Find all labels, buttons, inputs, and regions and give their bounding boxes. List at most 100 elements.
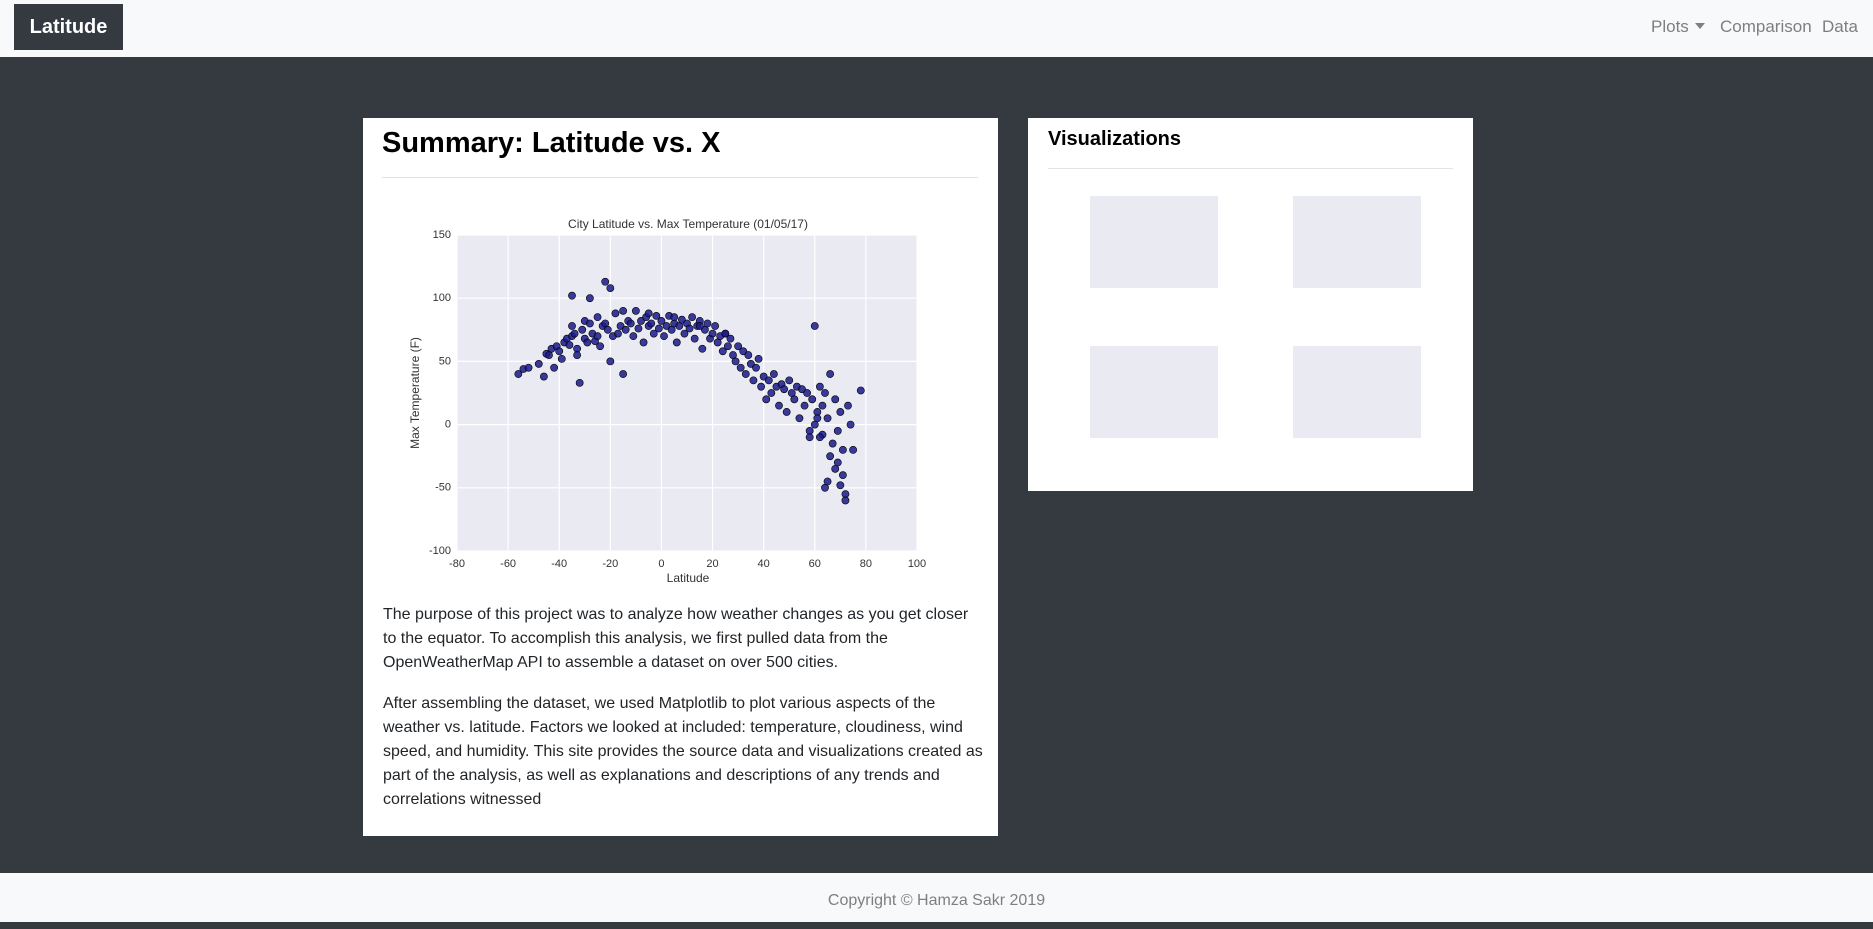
x-tick-label: -20 — [602, 558, 618, 570]
x-tick-label: 100 — [908, 558, 926, 570]
thumbnail[interactable] — [1293, 346, 1421, 438]
point — [565, 341, 574, 349]
point — [838, 445, 847, 454]
summary-title: Summary: Latitude vs. X — [382, 127, 721, 159]
point — [688, 313, 697, 322]
nav-data[interactable]: Data — [1822, 17, 1858, 36]
point — [695, 322, 704, 330]
point — [726, 334, 735, 343]
point — [780, 385, 789, 394]
point — [621, 325, 630, 334]
y-tick-label: 50 — [439, 355, 451, 367]
point — [634, 324, 643, 333]
point — [769, 370, 778, 378]
thumbnail[interactable] — [1090, 346, 1218, 438]
x-axis-label: Latitude — [667, 571, 710, 585]
point — [601, 277, 610, 286]
point — [585, 319, 594, 328]
point — [831, 395, 840, 404]
point — [815, 433, 824, 442]
point — [631, 306, 640, 315]
point — [741, 370, 750, 378]
point — [652, 311, 661, 320]
point — [550, 363, 559, 372]
point — [767, 389, 776, 397]
paragraph: The purpose of this project was to analy… — [383, 606, 969, 671]
point — [744, 351, 753, 359]
y-tick-label: 150 — [433, 229, 451, 241]
point — [752, 363, 760, 372]
nav-label[interactable]: Plots — [1651, 17, 1689, 36]
point — [734, 342, 743, 351]
point — [649, 329, 658, 338]
point — [698, 344, 707, 353]
point — [846, 420, 855, 429]
point — [570, 329, 579, 338]
x-tick-label: 60 — [809, 558, 821, 570]
navbar: Latitude Plots Comparison Data — [0, 0, 1873, 57]
point — [838, 471, 847, 480]
paragraph: After assembling the dataset, we used Ma… — [383, 695, 983, 808]
point — [660, 332, 668, 341]
footer: Copyright © Hamza Sakr 2019 — [0, 873, 1873, 922]
point — [606, 284, 615, 292]
y-axis-label: Max Temperature (F) — [408, 337, 422, 449]
point — [800, 401, 809, 410]
y-tick-label: 100 — [433, 292, 451, 304]
point — [828, 439, 837, 448]
y-tick-label: -50 — [435, 482, 451, 494]
point — [815, 382, 824, 391]
point — [718, 347, 727, 356]
thumbnail[interactable] — [1293, 196, 1421, 288]
point — [731, 357, 740, 366]
point — [723, 342, 732, 351]
nav-plots[interactable]: Plots — [1651, 17, 1705, 37]
point — [721, 329, 730, 338]
visualizations-title: Visualizations — [1048, 128, 1182, 150]
x-tick-label: -40 — [551, 558, 567, 570]
point — [647, 319, 656, 328]
point — [524, 363, 533, 372]
point — [568, 291, 576, 300]
point — [821, 483, 829, 492]
point — [606, 357, 615, 366]
thumbnail[interactable] — [1090, 196, 1218, 288]
point — [844, 401, 852, 410]
point — [836, 481, 845, 490]
point — [593, 332, 602, 341]
point — [672, 338, 681, 347]
point — [654, 324, 663, 333]
point — [596, 342, 605, 351]
point — [782, 408, 791, 416]
chart-title: City Latitude vs. Max Temperature (01/05… — [568, 217, 808, 231]
point — [808, 395, 817, 404]
point — [785, 376, 794, 385]
point — [813, 414, 822, 423]
point — [644, 309, 653, 318]
point — [573, 351, 582, 359]
point — [818, 401, 827, 410]
point — [823, 414, 832, 423]
point — [826, 370, 835, 378]
point — [629, 332, 638, 341]
brand[interactable]: Latitude — [14, 4, 123, 50]
point — [805, 433, 814, 442]
point — [736, 363, 745, 372]
point — [775, 401, 783, 410]
point — [821, 389, 829, 397]
point — [534, 360, 543, 368]
nav-comparison[interactable]: Comparison — [1720, 17, 1812, 36]
point — [803, 389, 812, 397]
point — [585, 294, 594, 303]
point — [810, 322, 819, 330]
point — [557, 354, 566, 363]
point — [754, 354, 763, 363]
plot-area — [457, 235, 917, 551]
point — [578, 325, 587, 334]
x-tick-label: 20 — [706, 558, 718, 570]
point — [614, 329, 622, 338]
x-tick-label: 80 — [860, 558, 872, 570]
point — [841, 496, 850, 505]
